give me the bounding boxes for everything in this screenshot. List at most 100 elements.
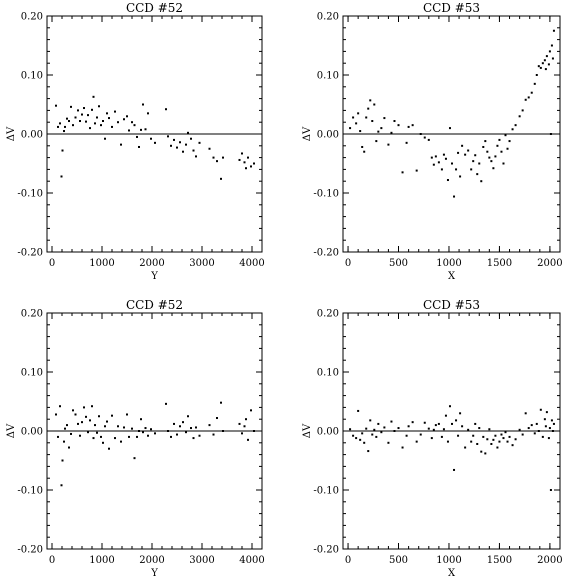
- data-point: [457, 151, 460, 154]
- data-point: [136, 135, 138, 138]
- data-point: [238, 158, 241, 161]
- x-tick-label: 4000: [239, 555, 264, 566]
- data-point: [539, 66, 542, 69]
- data-point: [63, 130, 65, 133]
- data-point: [89, 127, 91, 130]
- data-point: [423, 136, 426, 139]
- data-point: [142, 103, 144, 106]
- data-point: [128, 129, 130, 132]
- data-point: [243, 161, 246, 164]
- data-point: [123, 118, 125, 121]
- data-point: [250, 165, 252, 168]
- data-point: [94, 122, 96, 125]
- data-point: [407, 125, 410, 128]
- data-point: [59, 405, 61, 408]
- data-point: [478, 162, 481, 165]
- data-point: [96, 116, 98, 119]
- data-point: [66, 117, 68, 120]
- data-point: [187, 415, 189, 418]
- data-point: [216, 160, 218, 163]
- x-tick-label: 1000: [89, 258, 114, 269]
- x-tick-label: 0: [345, 258, 351, 269]
- data-point: [126, 413, 128, 416]
- data-point: [94, 424, 96, 427]
- x-tick-label: 1000: [436, 555, 461, 566]
- data-point: [494, 155, 497, 158]
- data-point: [383, 426, 386, 429]
- data-point: [405, 141, 408, 144]
- data-point: [165, 402, 167, 405]
- x-tick-label: 2000: [139, 258, 164, 269]
- data-point: [440, 168, 443, 171]
- data-point: [87, 114, 89, 117]
- data-point: [547, 63, 550, 66]
- data-point: [434, 424, 437, 427]
- data-point: [247, 438, 249, 441]
- data-point: [500, 433, 503, 436]
- data-point: [442, 428, 445, 431]
- data-point: [377, 130, 380, 133]
- data-point: [182, 421, 184, 424]
- data-point: [106, 420, 108, 423]
- data-point: [111, 414, 113, 417]
- data-point: [541, 62, 544, 65]
- data-point: [154, 141, 156, 144]
- data-point: [68, 446, 70, 449]
- x-tick-label: 0: [49, 258, 55, 269]
- data-point: [131, 121, 133, 124]
- data-point: [464, 153, 467, 156]
- data-point: [461, 144, 464, 147]
- data-point: [467, 149, 470, 152]
- data-point: [85, 120, 87, 123]
- data-point: [70, 432, 72, 435]
- data-point: [545, 55, 548, 58]
- data-point: [552, 29, 555, 32]
- data-point: [104, 425, 106, 428]
- data-point: [467, 428, 470, 431]
- data-point: [451, 422, 454, 425]
- panel-3: CCD #52 0 1000 2000 3000 4000 -0.20 -0.10 0.00 0.…: [6, 298, 265, 579]
- data-point: [63, 440, 65, 443]
- data-point: [357, 409, 360, 412]
- x-tick-label: 1000: [436, 258, 461, 269]
- data-point: [518, 428, 521, 431]
- data-point: [68, 120, 70, 123]
- data-point: [173, 138, 175, 141]
- data-point: [55, 413, 57, 416]
- data-point: [167, 430, 169, 432]
- data-point: [508, 435, 511, 438]
- data-point: [541, 435, 544, 438]
- data-point: [459, 412, 462, 415]
- data-point: [393, 120, 396, 123]
- data-point: [472, 434, 475, 437]
- data-point: [57, 435, 59, 438]
- data-point: [448, 127, 451, 130]
- data-point: [474, 422, 477, 425]
- y-tick-label: -0.10: [313, 189, 339, 200]
- data-point: [176, 146, 178, 149]
- data-point: [511, 444, 514, 447]
- data-point: [496, 144, 499, 147]
- data-point: [104, 137, 106, 140]
- data-point: [185, 431, 187, 434]
- x-tick-label: 1500: [487, 555, 512, 566]
- data-point: [359, 438, 362, 441]
- data-point: [521, 433, 524, 436]
- y-tick-label: 0.00: [21, 130, 43, 141]
- data-point: [241, 152, 243, 155]
- data-point: [383, 117, 386, 120]
- data-point: [550, 44, 553, 47]
- data-point: [423, 421, 426, 424]
- data-point: [142, 431, 144, 434]
- data-point: [380, 431, 383, 434]
- x-axis-title: Y: [150, 271, 158, 282]
- data-point: [212, 156, 215, 159]
- y-tick-label: 0.10: [21, 368, 43, 379]
- data-point: [444, 414, 447, 417]
- data-point: [222, 430, 224, 432]
- data-point: [415, 440, 418, 443]
- x-tick-label: 1500: [487, 258, 512, 269]
- y-axis-title: ΔV: [6, 126, 17, 141]
- data-point: [133, 457, 136, 460]
- data-point: [543, 59, 546, 62]
